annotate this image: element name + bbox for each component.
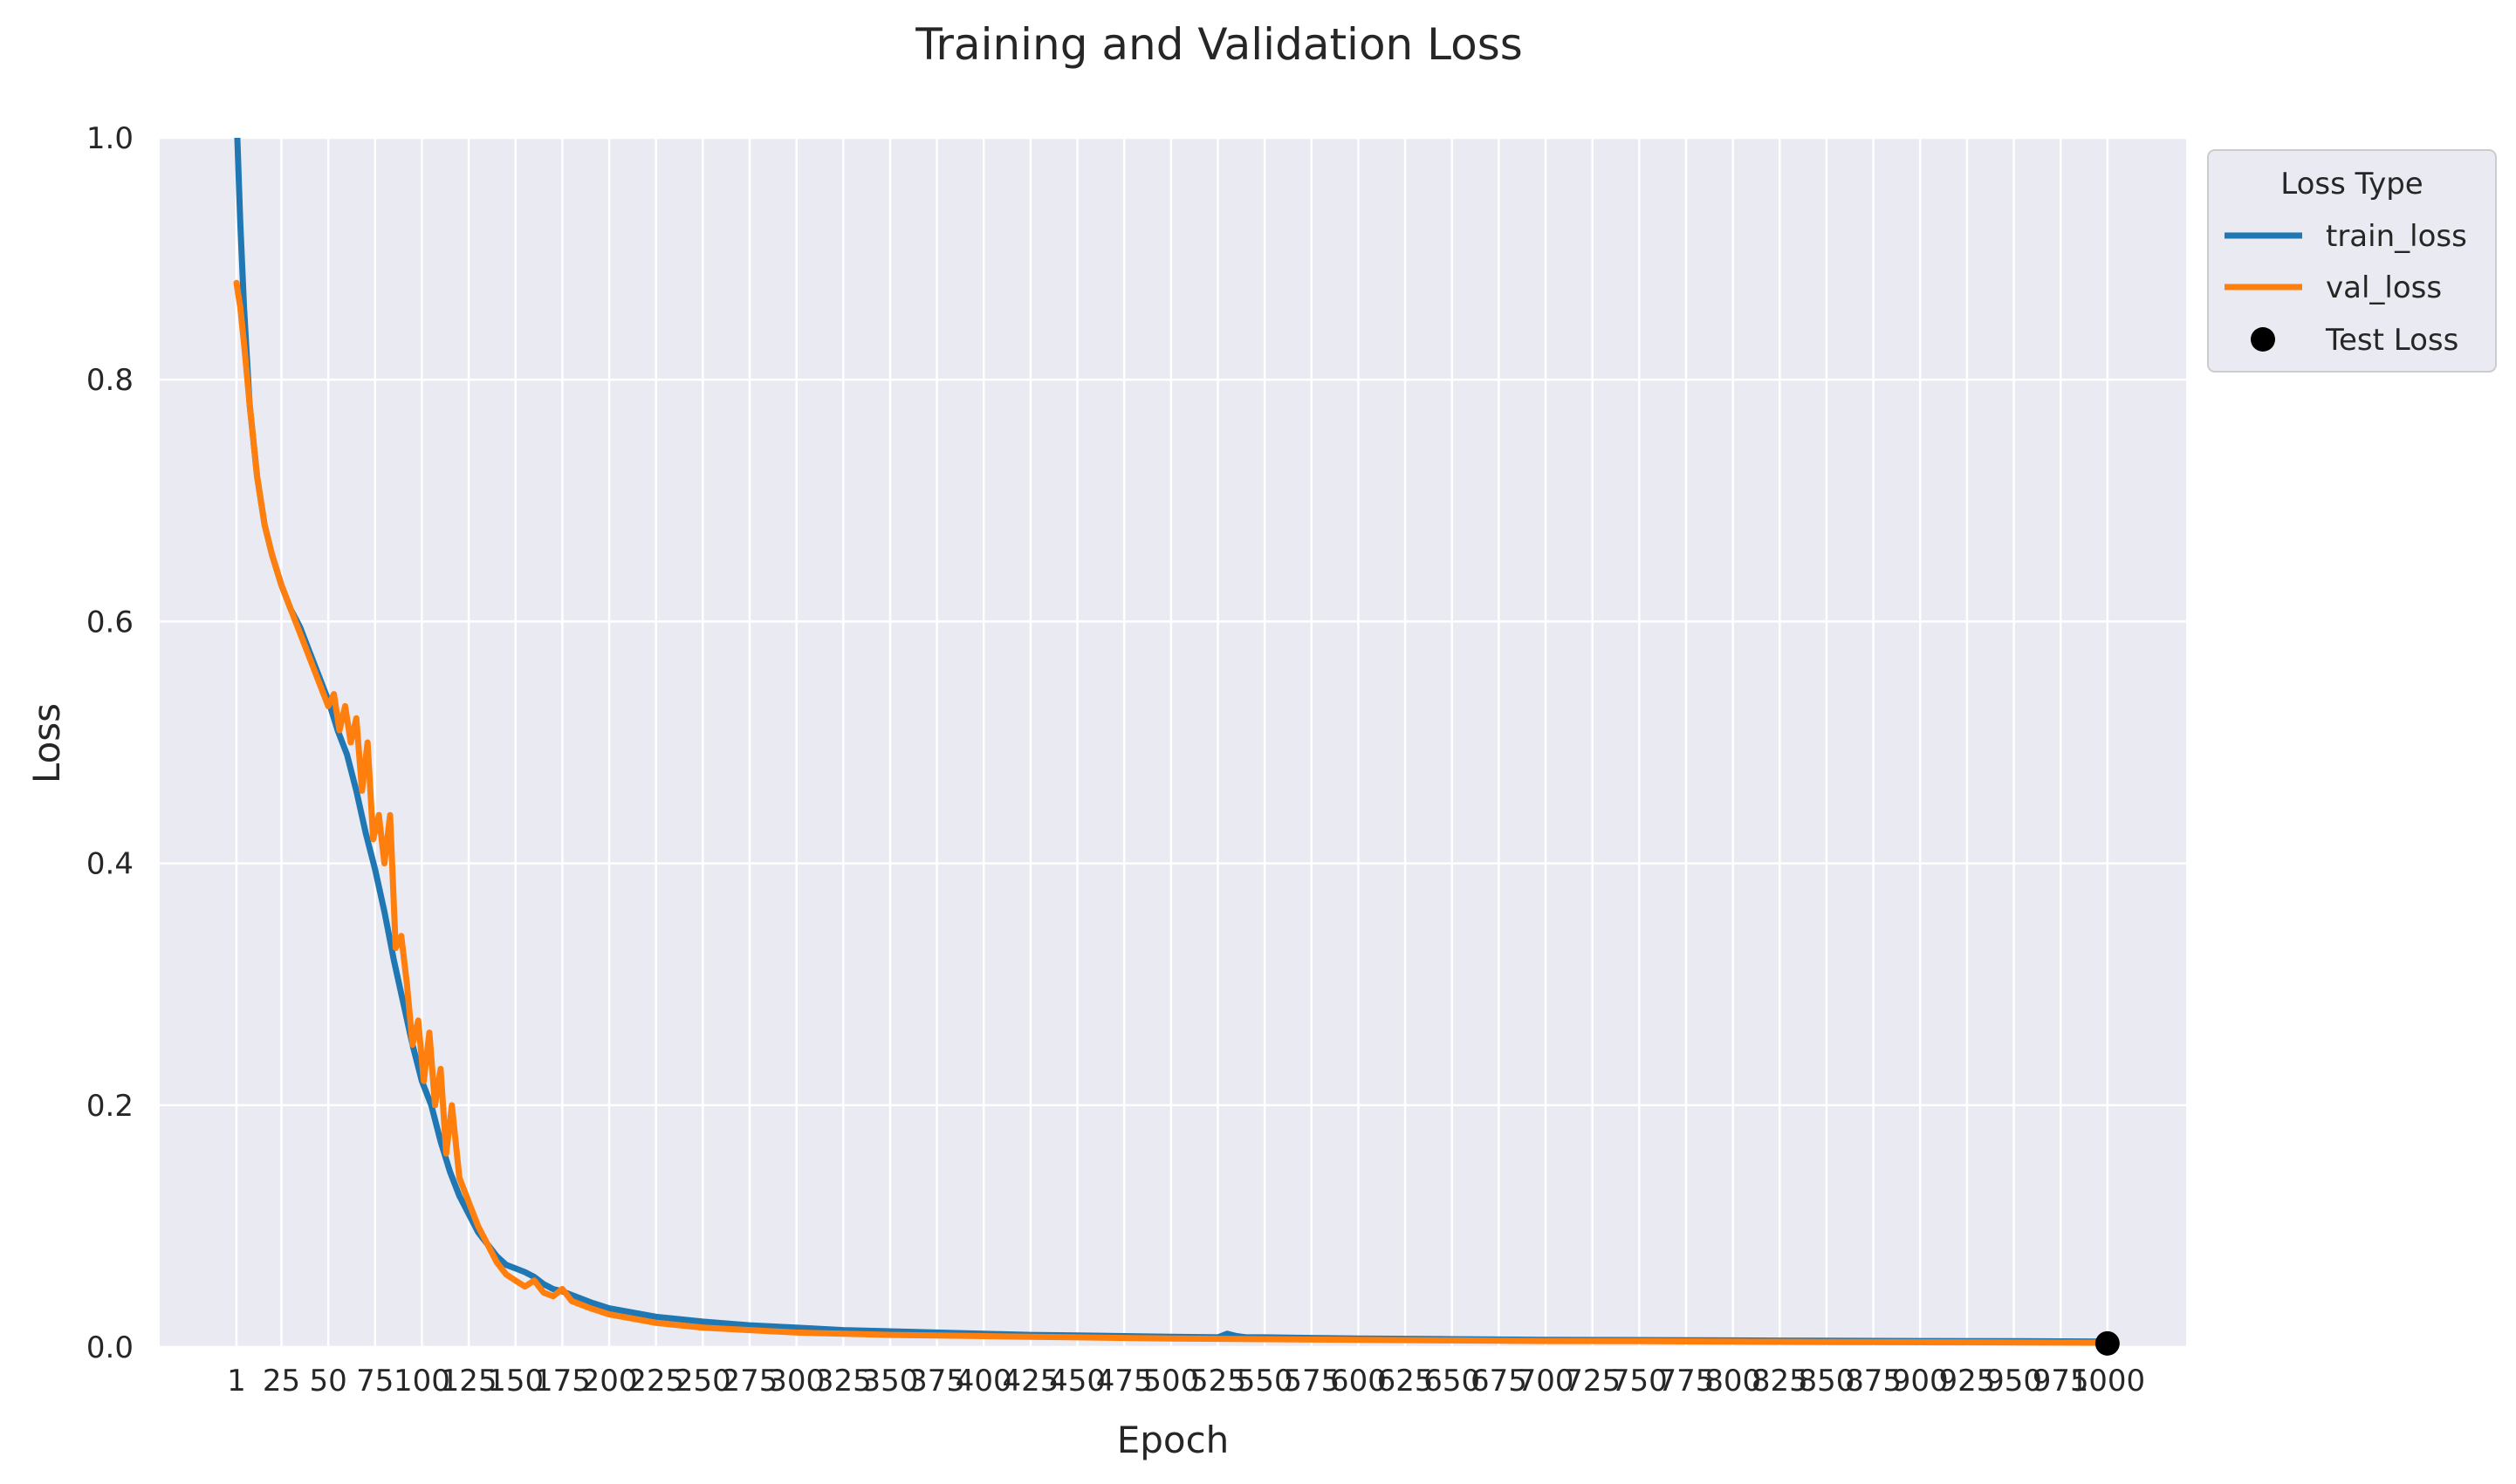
x-tick-label: 175 (534, 1364, 591, 1399)
x-tick-label: 875 (1845, 1364, 1902, 1399)
x-tick-label: 325 (815, 1364, 872, 1399)
plot-area (160, 138, 2186, 1347)
x-axis-ticks: 1 25 50 75 100125150175200225250275300325350… (227, 1364, 2145, 1399)
x-tick-label: 925 (1938, 1364, 1995, 1399)
y-axis-ticks: 0.0 0.2 0.4 0.6 0.8 1.0 (86, 121, 134, 1365)
x-tick-label: 50 (310, 1364, 347, 1399)
x-gridlines (235, 138, 2109, 1347)
x-tick-label: 775 (1658, 1364, 1715, 1399)
y-tick-label: 0.4 (86, 847, 134, 882)
x-tick-label: 900 (1892, 1364, 1949, 1399)
x-tick-label: 400 (956, 1364, 1012, 1399)
x-tick-label: 650 (1423, 1364, 1480, 1399)
legend-label-val-loss: val_loss (2326, 270, 2442, 305)
x-tick-label: 425 (1002, 1364, 1059, 1399)
test-loss-point (2094, 1330, 2120, 1356)
x-tick-label: 725 (1564, 1364, 1621, 1399)
x-tick-label: 825 (1752, 1364, 1808, 1399)
y-tick-label: 0.0 (86, 1330, 134, 1365)
x-tick-label: 950 (1985, 1364, 2042, 1399)
x-tick-label: 250 (675, 1364, 731, 1399)
plot-mask-top (160, 0, 2186, 138)
x-tick-label: 125 (441, 1364, 497, 1399)
x-tick-label: 275 (722, 1364, 778, 1399)
series-line-val-loss (233, 279, 2111, 1346)
x-tick-label: 850 (1799, 1364, 1855, 1399)
legend-swatch-test-loss (2251, 327, 2275, 352)
x-tick-label: 750 (1611, 1364, 1668, 1399)
legend-label-train-loss: train_loss (2326, 219, 2467, 254)
points-layer (2094, 1330, 2120, 1356)
x-tick-label: 200 (581, 1364, 638, 1399)
x-tick-label: 100 (394, 1364, 450, 1399)
y-tick-label: 1.0 (86, 121, 134, 156)
x-tick-label: 600 (1330, 1364, 1387, 1399)
legend-label-test-loss: Test Loss (2325, 323, 2458, 358)
x-tick-label: 575 (1283, 1364, 1340, 1399)
x-tick-label: 525 (1189, 1364, 1246, 1399)
x-tick-label: 1000 (2070, 1364, 2146, 1399)
y-tick-label: 0.2 (86, 1089, 134, 1124)
x-tick-label: 75 (356, 1364, 394, 1399)
x-tick-label: 450 (1049, 1364, 1106, 1399)
y-axis-label: Loss (25, 703, 68, 783)
x-tick-label: 625 (1377, 1364, 1434, 1399)
x-tick-label: 700 (1518, 1364, 1574, 1399)
x-tick-label: 300 (768, 1364, 825, 1399)
x-axis-label: Epoch (1117, 1419, 1230, 1461)
y-tick-label: 0.8 (86, 363, 134, 398)
legend-title: Loss Type (2280, 167, 2423, 202)
series-layer (233, 110, 2111, 1346)
x-tick-label: 975 (2033, 1364, 2089, 1399)
x-tick-label: 550 (1237, 1364, 1293, 1399)
chart-title-overlay: Training and Validation Loss (915, 19, 1523, 70)
y-tick-label: 0.6 (86, 605, 134, 639)
x-tick-label: 800 (1704, 1364, 1761, 1399)
x-tick-label: 500 (1142, 1364, 1199, 1399)
x-tick-label: 475 (1096, 1364, 1153, 1399)
x-tick-label: 675 (1471, 1364, 1527, 1399)
legend: Loss Type train_loss val_loss Test Loss (2207, 149, 2497, 373)
legend-box (2207, 149, 2497, 373)
x-tick-label: 1 (227, 1364, 246, 1399)
x-tick-label: 25 (263, 1364, 300, 1399)
x-tick-label: 225 (627, 1364, 684, 1399)
x-tick-label: 375 (908, 1364, 965, 1399)
x-tick-label: 150 (487, 1364, 544, 1399)
x-tick-label: 350 (861, 1364, 918, 1399)
